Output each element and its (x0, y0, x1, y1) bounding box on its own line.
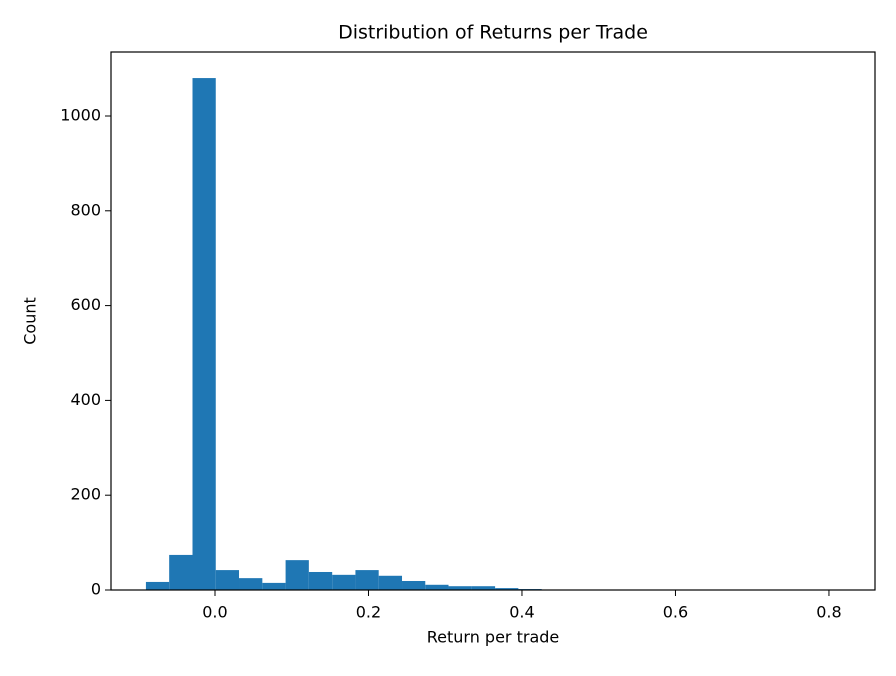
bar (146, 582, 169, 590)
y-tick-label: 1000 (60, 105, 101, 124)
x-tick-label: 0.6 (663, 603, 688, 622)
y-axis-label: Count (21, 297, 40, 345)
x-tick-label: 0.4 (509, 603, 534, 622)
bar (355, 570, 378, 590)
bar (239, 578, 262, 590)
bar (402, 581, 425, 590)
bar (332, 575, 355, 590)
y-tick-label: 800 (70, 200, 101, 219)
y-tick-label: 600 (70, 295, 101, 314)
plot-frame (111, 52, 875, 590)
y-tick-label: 400 (70, 390, 101, 409)
x-tick-label: 0.2 (356, 603, 381, 622)
bar (425, 585, 448, 590)
y-tick-label: 200 (70, 485, 101, 504)
bar (379, 576, 402, 590)
y-tick-label: 0 (91, 580, 101, 599)
chart-title: Distribution of Returns per Trade (338, 22, 648, 44)
bar (309, 572, 332, 590)
x-tick-label: 0.0 (202, 603, 227, 622)
bar (169, 555, 192, 590)
bar (193, 78, 216, 590)
bar (262, 583, 285, 590)
bar (216, 570, 239, 590)
x-tick-label: 0.8 (816, 603, 841, 622)
bar (286, 560, 309, 590)
x-axis-label: Return per trade (427, 628, 560, 647)
